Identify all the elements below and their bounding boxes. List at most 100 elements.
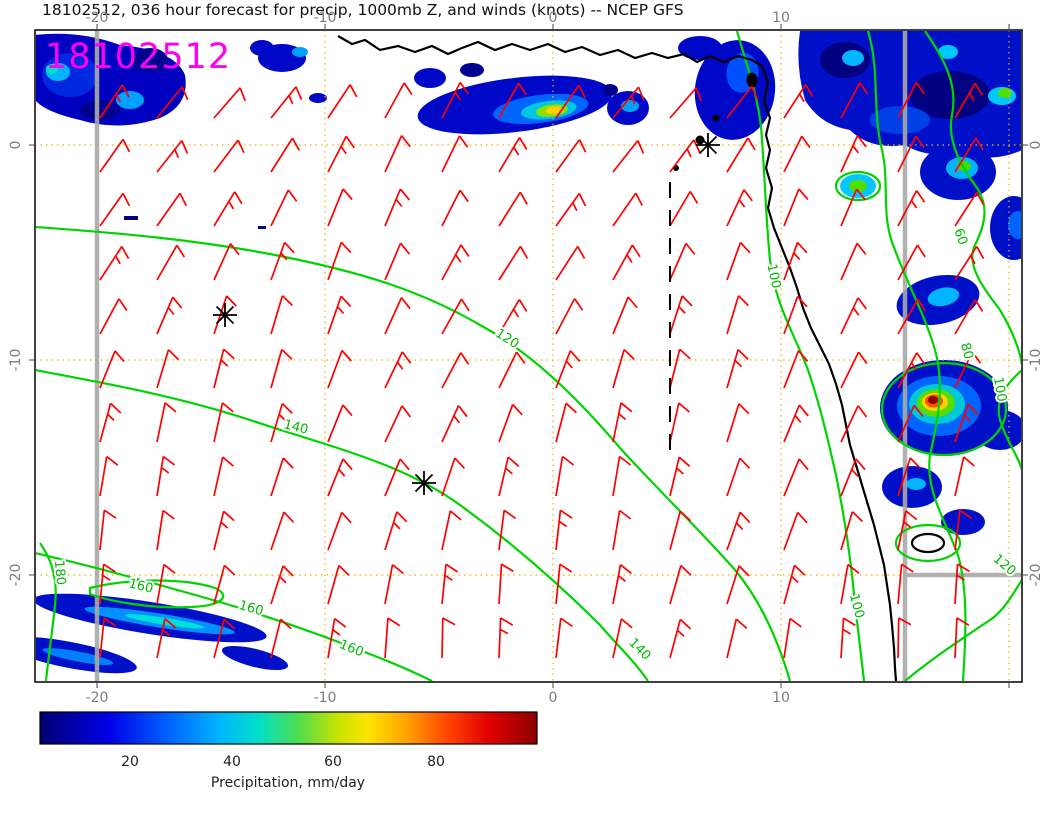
storm-marker-asterisk: [213, 303, 237, 327]
wind-barb: [783, 564, 806, 605]
wind-barb: [327, 295, 352, 335]
wind-barb: [954, 617, 970, 659]
wind-barb: [498, 137, 528, 173]
storm-markers: [213, 133, 720, 495]
wind-barb: [99, 350, 125, 389]
wind-barb: [441, 81, 469, 119]
wind-barb: [327, 135, 355, 173]
inland-water-outline: [910, 532, 946, 554]
wind-barb: [384, 242, 411, 281]
wind-barb: [327, 564, 350, 605]
wind-barb: [99, 455, 119, 497]
wind-barb: [783, 617, 802, 659]
contour-value-label: 100: [764, 263, 784, 290]
wind-barb: [156, 86, 189, 119]
axis-label-left-1: -10: [8, 349, 24, 372]
wind-barb: [441, 244, 470, 281]
wind-barb: [840, 405, 868, 443]
wind-barb: [783, 83, 814, 119]
axis-label-right-2: -20: [1028, 564, 1044, 587]
wind-barb: [726, 618, 748, 659]
wind-barb: [327, 458, 353, 497]
wind-barb: [213, 139, 245, 173]
axis-ticks: [29, 24, 1028, 688]
wind-barb: [840, 188, 867, 227]
wind-barb: [555, 193, 587, 227]
wind-barb: [612, 564, 632, 605]
wind-barb: [726, 137, 756, 173]
wind-barb: [612, 244, 641, 281]
wind-barb: [726, 348, 749, 389]
wind-barb: [270, 189, 298, 227]
colorbar-tick-40: 40: [223, 754, 241, 770]
wind-barb: [213, 402, 234, 443]
wind-barb: [156, 509, 175, 551]
wind-barb: [156, 192, 188, 227]
africa-coastline: [337, 35, 946, 681]
wind-barb: [384, 617, 401, 659]
wind-barb: [555, 563, 573, 605]
wind-barb: [669, 87, 702, 119]
wind-barb: [783, 241, 808, 281]
wind-barb: [441, 352, 470, 389]
colorbar-tick-80: 80: [427, 754, 445, 770]
wind-barb: [555, 617, 573, 659]
wind-barb: [669, 456, 691, 497]
wind-barb: [498, 563, 514, 605]
axis-label-top-3: 10: [772, 10, 790, 26]
island-principe: [712, 114, 720, 122]
axis-label-top-2: 0: [549, 10, 558, 26]
colorbar-tick-20: 20: [121, 754, 139, 770]
wind-barb: [441, 298, 470, 335]
axis-label-right-0: 0: [1028, 141, 1044, 150]
contour-value-label: 80: [957, 341, 976, 361]
wind-barb: [156, 402, 177, 443]
wind-barb: [669, 510, 692, 551]
wind-barb: [897, 457, 921, 497]
wind-barb: [954, 509, 972, 551]
wind-barb: [612, 86, 645, 119]
wind-barb: [270, 402, 293, 443]
wind-barb: [669, 348, 691, 389]
wind-barb: [441, 405, 468, 443]
wind-barb: [783, 511, 808, 551]
wind-barb: [384, 188, 410, 227]
wind-barb: [897, 510, 918, 551]
wind-barb: [327, 241, 352, 281]
wind-barb: [441, 189, 469, 227]
wind-barb: [384, 564, 404, 605]
wind-barb: [840, 458, 866, 497]
run-id-watermark: 18102512: [45, 37, 231, 77]
wind-barb: [99, 138, 131, 173]
wind-barb: [954, 245, 985, 281]
wind-barb: [498, 82, 527, 119]
wind-barb: [954, 403, 979, 443]
wind-barb: [327, 349, 352, 389]
wind-barb: [555, 350, 581, 389]
wind-barb: [555, 402, 577, 443]
storm-marker-asterisk: [696, 133, 720, 157]
wind-barb: [612, 509, 632, 551]
wind-barb: [99, 509, 117, 551]
wind-barb: [555, 509, 573, 551]
wind-barb: [555, 139, 587, 173]
wind-barb: [99, 84, 130, 119]
wind-barb: [213, 243, 240, 281]
wind-barb: [726, 295, 750, 335]
wind-barbs: [99, 81, 985, 659]
axis-label-bottom-0: -20: [86, 690, 109, 706]
wind-barb: [99, 617, 117, 659]
wind-barb: [156, 244, 186, 281]
wind-barb: [669, 191, 699, 227]
wind-barb: [840, 511, 863, 551]
wind-barb: [327, 188, 353, 227]
wind-barb: [612, 192, 643, 227]
wind-barb: [612, 296, 638, 335]
wind-barb: [897, 81, 925, 119]
wind-barb: [897, 352, 926, 389]
wind-barb: [384, 135, 411, 173]
wind-barb: [270, 241, 295, 281]
wind-barb: [498, 509, 517, 551]
wind-barb: [669, 564, 692, 605]
